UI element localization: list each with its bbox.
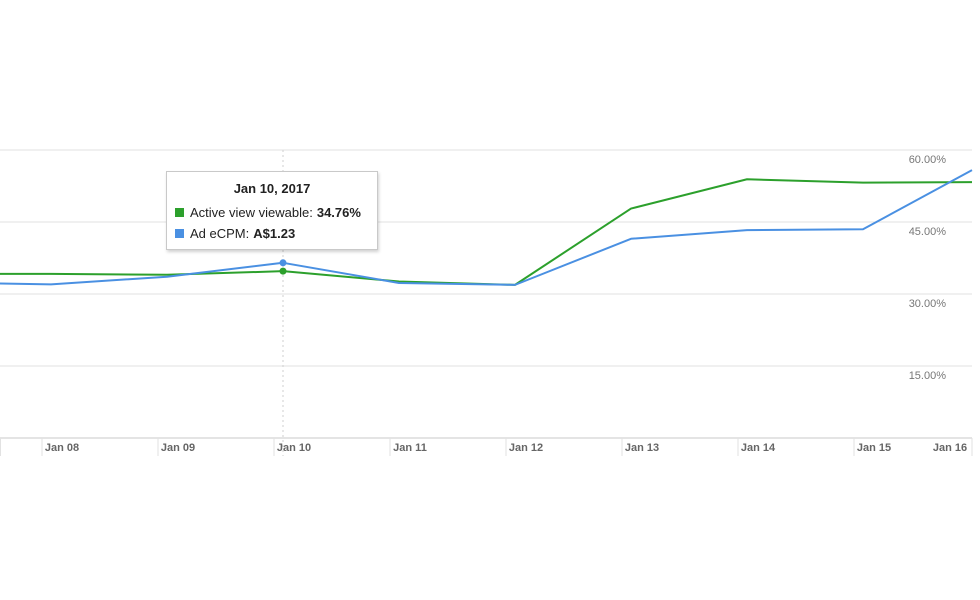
hover-point	[279, 267, 287, 275]
hover-markers	[279, 259, 287, 275]
tooltip-date: Jan 10, 2017	[233, 181, 311, 196]
hover-point	[279, 259, 287, 267]
legend-swatch-ecpm	[175, 229, 184, 238]
tooltip-series-name: Ad eCPM	[190, 226, 246, 241]
y-tick-label: 15.00%	[909, 370, 947, 382]
x-tick-label: Jan 10	[277, 442, 311, 454]
y-tick-label: 30.00%	[909, 298, 947, 310]
legend-swatch-viewable	[175, 208, 184, 217]
series-line-ecpm	[0, 169, 973, 286]
x-tick-label: Jan 13	[625, 442, 659, 454]
x-tick-label: Jan 16	[933, 442, 967, 454]
x-tick-label: Jan 12	[509, 442, 543, 454]
tooltip-row-viewable: Active view viewable: 34.76%	[175, 202, 369, 223]
series-line-viewable	[0, 178, 973, 286]
tooltip-row-ecpm: Ad eCPM: A$1.23	[175, 223, 369, 244]
x-tick-label: Jan 11	[393, 442, 427, 454]
x-tick-label: Jan 15	[857, 442, 891, 454]
y-tick-label: 45.00%	[909, 226, 947, 238]
x-tick-label: Jan 09	[161, 442, 195, 454]
y-tick-label: 60.00%	[909, 154, 947, 166]
tooltip-colon: :	[245, 226, 250, 241]
series-lines	[0, 169, 973, 286]
y-axis-ticks: 15.00% 30.00% 45.00% 60.00%	[909, 154, 947, 382]
x-tick-label: Jan 14	[741, 442, 776, 454]
chart-tooltip: Jan 10, 2017 Active view viewable: 34.76…	[166, 171, 378, 250]
tooltip-series-value: 34.76%	[316, 205, 361, 220]
x-tick-label: Jan 08	[45, 442, 79, 454]
gridlines	[0, 149, 973, 456]
tooltip-series-value: A$1.23	[253, 226, 296, 241]
tooltip-colon: :	[309, 205, 313, 220]
x-axis-ticks: Jan 08 Jan 09 Jan 10 Jan 11 Jan 12 Jan 13 Jan …	[45, 442, 967, 454]
tooltip-series-name: Active view viewable	[190, 205, 310, 220]
